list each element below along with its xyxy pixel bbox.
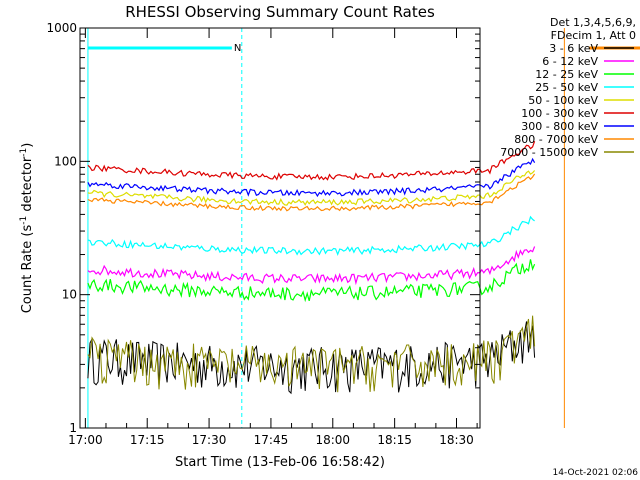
data-marks: NS — [87, 28, 640, 428]
series-line-8 — [87, 315, 536, 393]
series-line-4 — [87, 170, 536, 206]
series-line-7 — [87, 173, 536, 212]
x-tick-label: 18:00 — [315, 433, 350, 447]
x-tick-label: 17:45 — [254, 433, 289, 447]
x-tick-label: 17:30 — [192, 433, 227, 447]
x-tick-label: 18:30 — [439, 433, 474, 447]
legend: Det 1,3,4,5,6,9,FDecim 1, Att 03 - 6 keV… — [500, 16, 636, 159]
x-tick-label: 17:00 — [68, 433, 103, 447]
legend-label: 100 - 300 keV — [521, 107, 598, 120]
legend-label: 50 - 100 keV — [528, 94, 598, 107]
y-axis-label: Count Rate (s-1 detector-1) — [19, 143, 35, 314]
series-line-6 — [87, 157, 536, 198]
legend-header: FDecim 1, Att 0 — [551, 29, 636, 42]
series-line-2 — [87, 259, 536, 303]
timestamp: 14-Oct-2021 02:06 — [553, 468, 639, 478]
y-tick-label: 10 — [62, 288, 77, 302]
legend-label: 12 - 25 keV — [535, 68, 598, 81]
y-tick-label: 1 — [69, 421, 77, 435]
plot-frame — [79, 27, 481, 429]
legend-label: 25 - 50 keV — [535, 81, 598, 94]
series-line-0 — [87, 321, 536, 395]
y-tick-label: 1000 — [46, 21, 77, 35]
legend-label: 300 - 800 keV — [521, 120, 598, 133]
legend-label: 800 - 7000 keV — [514, 133, 598, 146]
series-line-5 — [87, 141, 536, 181]
annotation-label: N — [234, 43, 241, 54]
y-tick-label: 100 — [54, 154, 77, 168]
series-line-3 — [87, 215, 535, 256]
legend-label: 7000 - 15000 keV — [500, 146, 598, 159]
legend-label: 3 - 6 keV — [549, 42, 598, 55]
x-tick-label: 17:15 — [130, 433, 165, 447]
axes: 17:00 17:15 17:30 17:45 18:00 18:15 18:30 1000 1… — [46, 21, 480, 447]
series-line-1 — [87, 246, 536, 286]
legend-label: 6 - 12 keV — [542, 55, 598, 68]
chart-title: RHESSI Observing Summary Count Rates — [125, 3, 435, 21]
x-axis-label: Start Time (13-Feb-06 16:58:42) — [175, 455, 385, 470]
legend-header: Det 1,3,4,5,6,9, — [550, 16, 636, 29]
x-tick-label: 18:15 — [377, 433, 412, 447]
